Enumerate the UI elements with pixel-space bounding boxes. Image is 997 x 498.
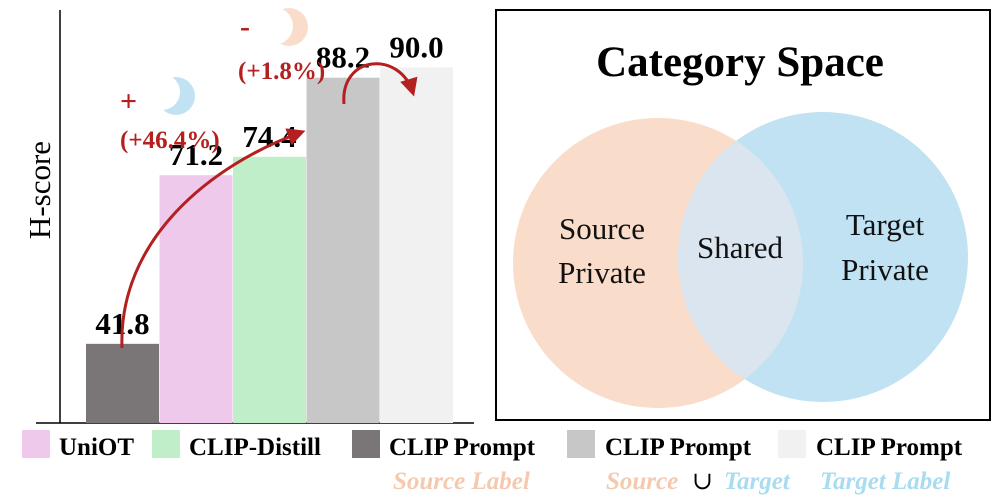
bar-2 [233,156,306,423]
venn-panel: Category Space Source Private Shared Tar… [495,9,991,421]
bar-value-label-1: 71.2 [169,137,223,172]
legend-sublabel-target: Target [724,468,791,495]
source-private-line1: Source [559,211,645,246]
legend-swatch-uniot [22,430,50,458]
bar-3 [306,77,380,424]
legend-sublabel-source: Source [606,468,678,495]
moon-orange-icon [270,8,308,46]
overlap-region [678,118,803,402]
moon-blue-icon [157,77,195,115]
legend-swatch-target-label [778,430,806,458]
y-axis-label: H-score [22,141,57,239]
annotation-percent-1-8: (+1.8%) [238,58,325,85]
legend-sublabel-union: ∪ [692,468,713,495]
legend-swatch-source-union-target [567,430,595,458]
legend-swatch-source-label [352,430,380,458]
annotation-minus-sign: - [240,10,250,43]
annotation-plus-sign: + [120,85,137,118]
annotation-percent-46: (+46.4%) [120,127,220,154]
legend-swatch-clip-distill [152,430,180,458]
bar-value-label-4: 90.0 [389,29,443,64]
legend: UniOT CLIP-Distill CLIP Prompt Source La… [22,430,963,495]
venn-title: Category Space [596,39,884,86]
bar-chart: H-score 41.871.274.488.2 90.0 + (+46.4%) … [22,8,474,424]
improvement-arrow-prompt [342,62,418,105]
bar-1 [159,175,233,423]
legend-sublabel-source-label: Source Label [393,468,530,495]
legend-sublabel-target-label: Target Label [820,468,950,495]
legend-label-clip-distill: CLIP-Distill [189,434,321,461]
legend-label-clip-prompt-union: CLIP Prompt [605,434,752,461]
target-private-line2: Private [841,252,929,287]
bar-0 [86,343,159,423]
legend-label-clip-prompt-target: CLIP Prompt [816,434,963,461]
target-private-line1: Target [846,207,925,242]
legend-label-uniot: UniOT [59,434,134,461]
legend-label-clip-prompt-source: CLIP Prompt [389,434,536,461]
bar-4 [380,67,453,423]
improvement-arrow-uniot [120,128,306,349]
source-private-line2: Private [558,255,646,290]
shared-label: Shared [697,230,784,265]
